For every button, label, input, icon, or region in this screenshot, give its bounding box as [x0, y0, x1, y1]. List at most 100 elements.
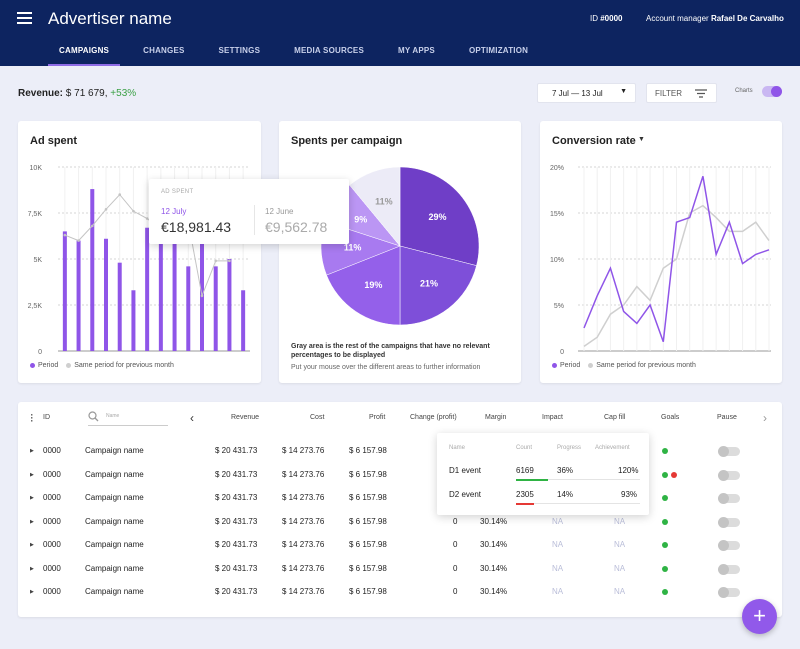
y-tick-label: 5K: [33, 257, 42, 264]
bar: [90, 189, 95, 351]
caret-down-icon[interactable]: ▼: [638, 136, 645, 143]
ad-spent-chart[interactable]: 0 2,5K 5K 7,5K 10K: [18, 121, 261, 361]
pause-toggle[interactable]: [718, 516, 740, 528]
goal-status-dot[interactable]: [662, 542, 668, 548]
cell-name: Campaign name: [85, 446, 144, 455]
tab-bar: CAMPAIGNS CHANGES SETTINGS MEDIA SOURCES…: [48, 46, 551, 66]
conversion-line-chart[interactable]: 0 5% 10% 15% 20%: [540, 121, 782, 361]
goal-status-dot[interactable]: [662, 565, 668, 572]
cell-revenue: $ 20 431.73: [215, 563, 258, 573]
goal-status-dot[interactable]: [662, 589, 668, 595]
expand-icon[interactable]: ▶: [30, 448, 34, 454]
chart-legend: Period Same period for previous month: [30, 362, 174, 369]
cell-margin: 30.14%: [480, 563, 508, 573]
pause-toggle[interactable]: [718, 587, 740, 598]
scroll-right-icon[interactable]: ›: [763, 411, 767, 425]
tab-changes[interactable]: CHANGES: [143, 46, 185, 55]
tab-campaigns[interactable]: CAMPAIGNS: [48, 46, 121, 66]
table-row[interactable]: ▶ 0000 Campaign name $ 20 431.73 $ 14 273.76…: [18, 536, 782, 556]
cell-revenue: $ 20 431.73: [215, 446, 258, 455]
col-change[interactable]: Change (profit): [410, 414, 457, 421]
col-margin[interactable]: Margin: [485, 414, 507, 421]
tab-optimization[interactable]: OPTIMIZATION: [468, 46, 529, 55]
col-revenue[interactable]: Revenue: [231, 414, 260, 421]
table-row[interactable]: ▶ 0000 Campaign name $ 20 431.73 $ 14 273.76…: [18, 560, 782, 580]
cell-id: 0000: [43, 469, 61, 479]
table-row[interactable]: ▶ 0000 Campaign name $ 20 431.73 $ 14 273.76…: [18, 442, 782, 462]
goal-status-dot[interactable]: [662, 471, 668, 478]
chevron-down-icon: ▼: [620, 88, 627, 95]
cell-impact: NA: [552, 516, 564, 526]
add-campaign-button[interactable]: +: [742, 599, 777, 634]
tab-settings[interactable]: SETTINGS: [218, 46, 261, 55]
cell-revenue: $ 20 431.73: [215, 493, 258, 502]
cell-name: Campaign name: [85, 563, 144, 573]
table-row[interactable]: ▶ 0000 Campaign name $ 20 431.73 $ 14 273.76…: [18, 466, 782, 486]
slice-label: 21%: [420, 278, 438, 288]
data-point: [200, 294, 204, 298]
cell-margin: 30.14%: [480, 540, 508, 549]
ad-spent-card: Ad spent 0 2,5K 5K 7,5K 10K Period Same perio…: [18, 121, 261, 383]
col-goals[interactable]: Goals: [661, 414, 680, 421]
col-impact[interactable]: Impact: [542, 414, 564, 421]
cell-change: 0: [453, 587, 458, 596]
cell-impact: NA: [552, 587, 564, 596]
data-point: [214, 259, 218, 263]
y-tick-label: 10%: [550, 257, 564, 264]
date-range-select[interactable]: 7 Jul — 13 Jul ▼: [537, 83, 636, 103]
scroll-left-icon[interactable]: ‹: [190, 411, 194, 425]
cell-cap: NA: [614, 516, 626, 526]
charts-toggle-label: Charts: [735, 88, 753, 94]
data-point: [228, 259, 231, 263]
search-input[interactable]: Name: [88, 409, 168, 426]
pie-slice: [399, 166, 480, 266]
pause-toggle[interactable]: [718, 446, 740, 457]
pie-slice: [326, 245, 401, 326]
pause-toggle[interactable]: [718, 563, 740, 575]
expand-icon[interactable]: ▶: [30, 495, 34, 501]
data-point: [90, 224, 94, 228]
tab-my-apps[interactable]: MY APPS: [398, 46, 435, 55]
col-cap-fill[interactable]: Cap fill: [604, 414, 626, 421]
tab-media-sources[interactable]: MEDIA SOURCES: [294, 46, 364, 55]
y-tick-label: 0: [38, 349, 42, 356]
col-pause[interactable]: Pause: [717, 414, 737, 421]
cell-cap: NA: [614, 563, 626, 573]
pause-toggle[interactable]: [718, 540, 740, 551]
y-tick-label: 5%: [554, 303, 564, 310]
filter-button[interactable]: FILTER: [646, 83, 717, 103]
expand-icon[interactable]: ▶: [30, 471, 34, 478]
goal-status-dot[interactable]: [662, 518, 668, 525]
table-row[interactable]: ▶ 0000 Campaign name $ 20 431.73 $ 14 273.76…: [18, 489, 782, 509]
expand-icon[interactable]: ▶: [30, 542, 34, 548]
period-line: [583, 175, 770, 343]
col-id[interactable]: ID: [43, 414, 50, 421]
table-row[interactable]: ▶ 0000 Campaign name $ 20 431.73 $ 14 273.76…: [18, 513, 782, 533]
pause-toggle[interactable]: [718, 469, 740, 481]
goal-status-dot[interactable]: [662, 448, 668, 454]
table-row[interactable]: ▶ 0000 Campaign name $ 20 431.73 $ 14 273.76…: [18, 583, 782, 603]
charts-toggle[interactable]: [762, 86, 782, 97]
expand-icon[interactable]: ▶: [30, 589, 34, 595]
pause-toggle[interactable]: [718, 493, 740, 504]
advertiser-name: Advertiser name: [48, 9, 172, 28]
cell-name: Campaign name: [85, 587, 144, 596]
expand-icon[interactable]: ▶: [30, 565, 34, 572]
col-profit[interactable]: Profit: [369, 414, 386, 421]
goal-status-dot[interactable]: [662, 495, 668, 501]
cell-cost: $ 14 273.76: [282, 516, 325, 526]
cell-profit: $ 6 157.98: [349, 540, 387, 549]
revenue-summary: Revenue: $ 71 679, +53%: [18, 88, 137, 99]
goal-status-dot[interactable]: [671, 471, 677, 478]
bar: [172, 242, 177, 351]
y-tick-label: 7,5K: [28, 211, 43, 218]
bar: [227, 259, 232, 351]
slice-label: 11%: [375, 196, 393, 206]
bar: [200, 235, 204, 351]
menu-icon[interactable]: [17, 12, 32, 24]
expand-icon[interactable]: ▶: [30, 518, 34, 525]
data-point: [104, 208, 108, 211]
col-cost[interactable]: Cost: [310, 414, 325, 421]
y-tick-label: 10K: [30, 165, 43, 172]
more-options-icon[interactable]: · · ·: [30, 410, 34, 426]
